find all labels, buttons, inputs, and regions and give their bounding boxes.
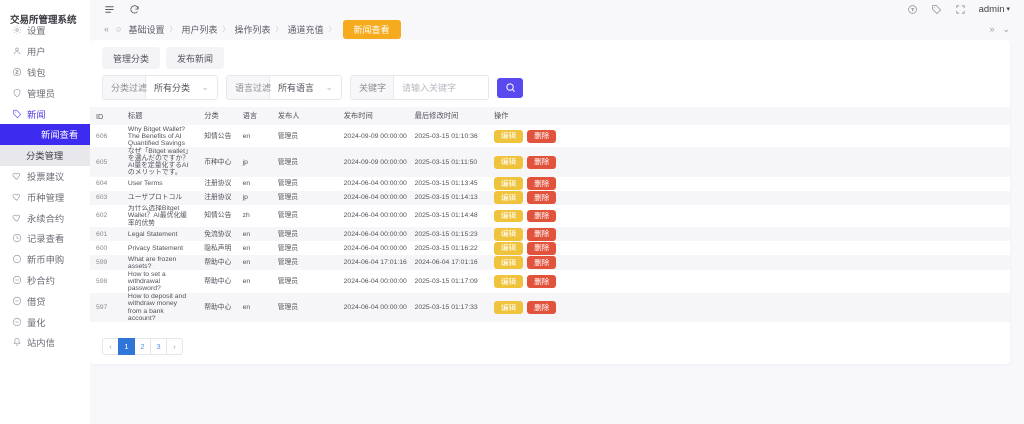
svg-text:i: i (17, 257, 18, 261)
